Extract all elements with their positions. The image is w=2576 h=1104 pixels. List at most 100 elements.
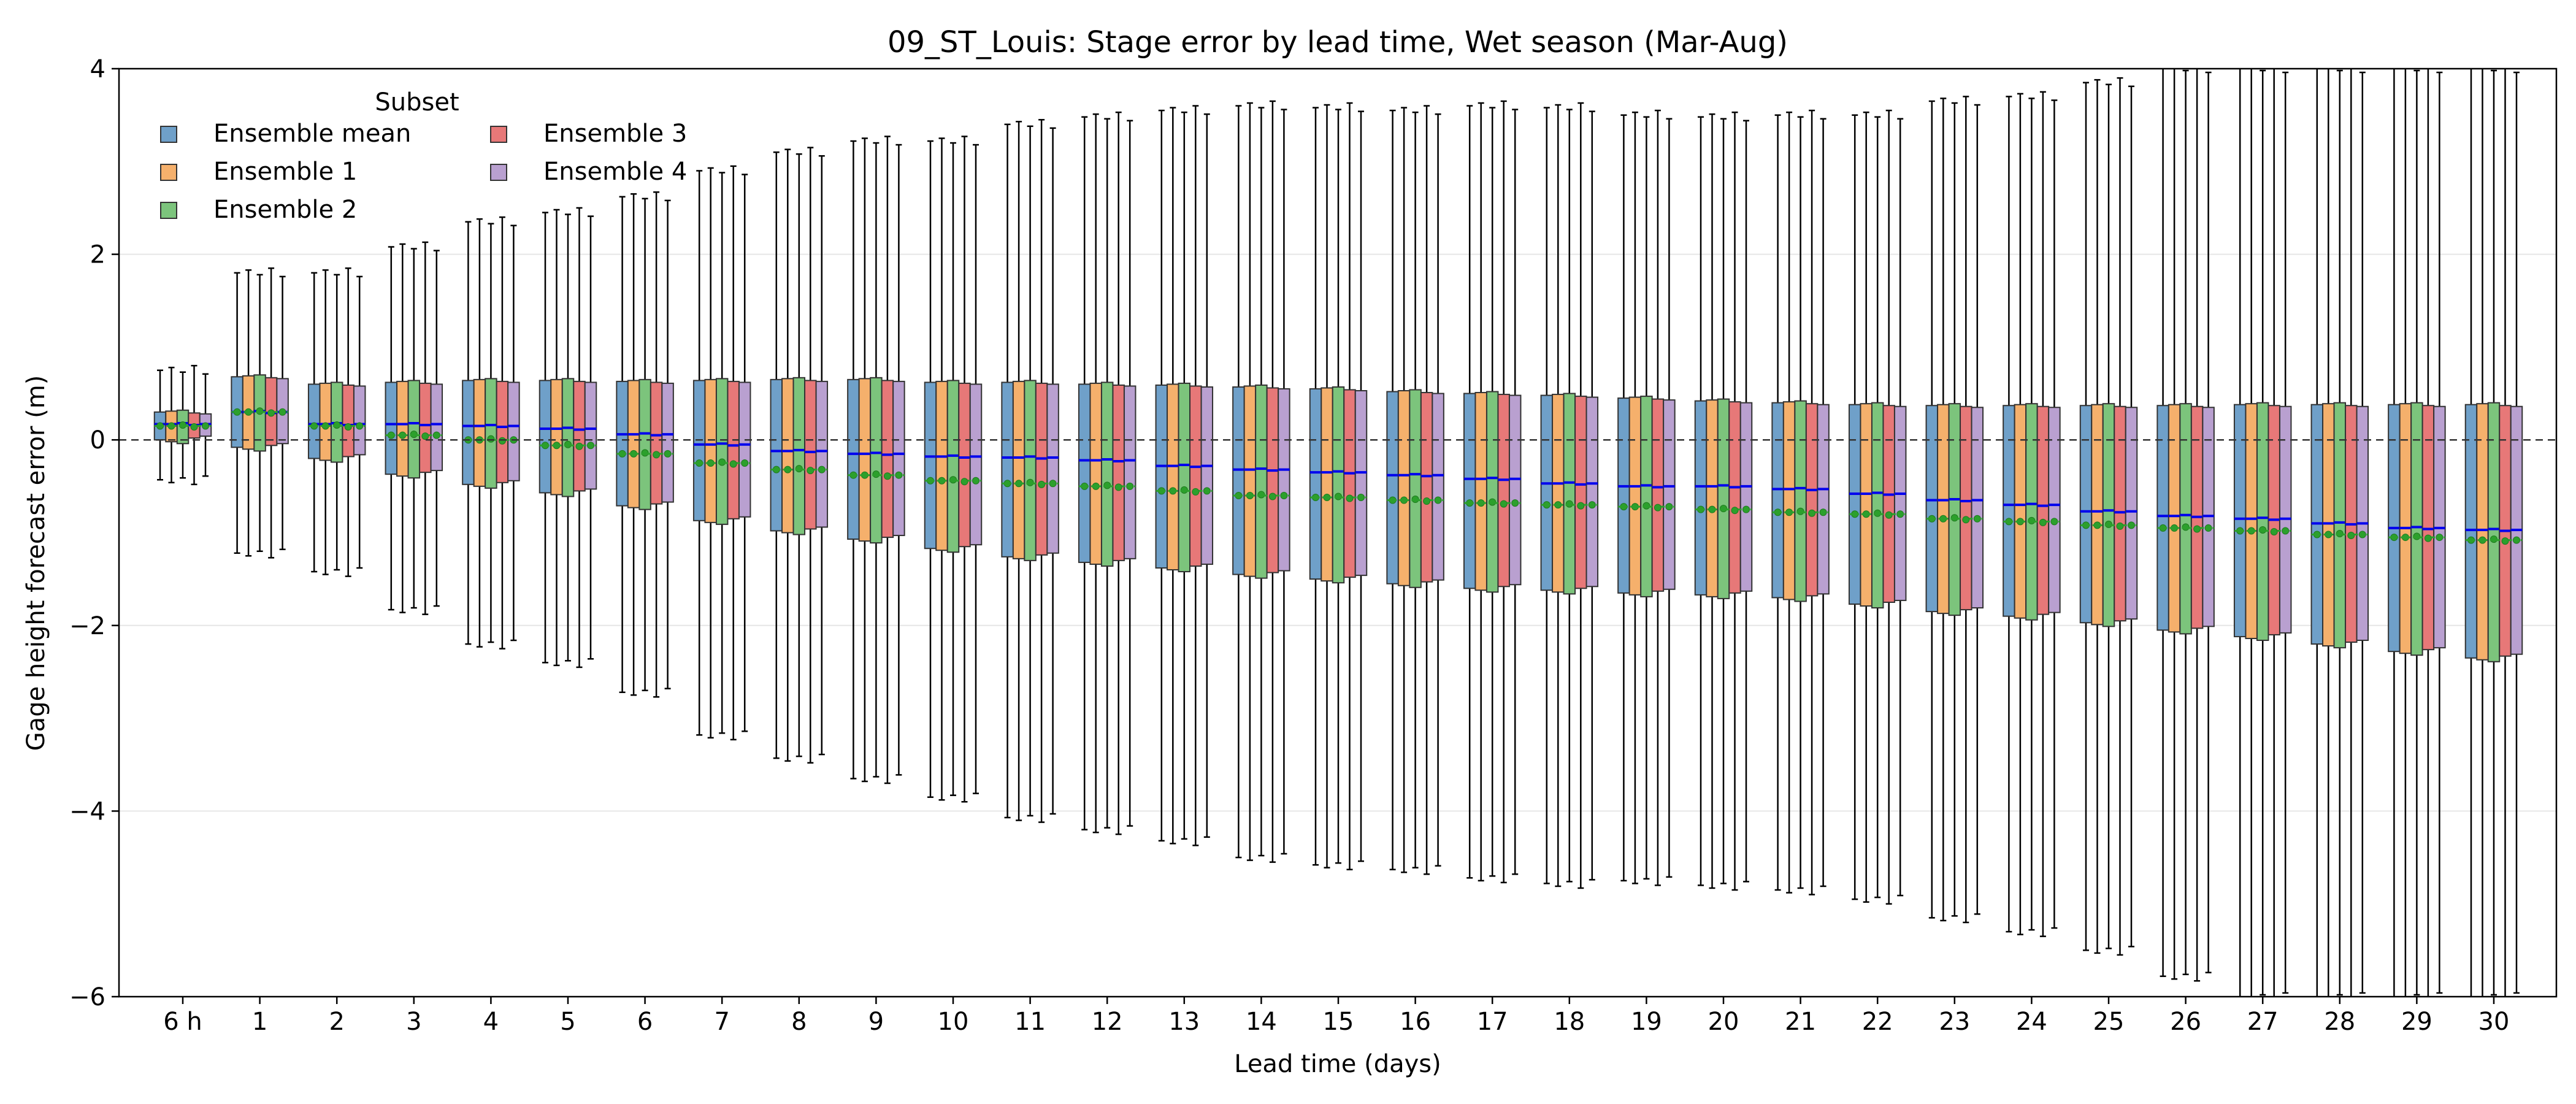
box-ensemble-4	[2125, 407, 2138, 620]
x-tick-label: 10	[938, 1008, 969, 1036]
box-ensemble-4	[738, 381, 751, 518]
box-ensemble-2	[1332, 386, 1345, 584]
box-ensemble-mean	[1771, 402, 1784, 599]
legend-swatch	[160, 164, 177, 181]
box-ensemble-mean	[1925, 405, 1939, 613]
box-ensemble-2	[1563, 393, 1576, 595]
mean-marker	[1808, 509, 1816, 517]
mean-marker	[1038, 480, 1046, 488]
box-ensemble-4	[1354, 390, 1368, 577]
legend-swatch	[160, 126, 177, 143]
box-ensemble-3	[1805, 403, 1819, 597]
mean-marker	[1192, 488, 1200, 496]
box-ensemble-1	[704, 378, 717, 523]
axes-frame	[118, 67, 2558, 998]
legend-label: Ensemble 3	[543, 120, 687, 148]
box-ensemble-1	[781, 378, 794, 534]
mean-marker	[564, 440, 572, 448]
box-ensemble-1	[1474, 392, 1487, 591]
legend-label: Ensemble 4	[543, 158, 687, 186]
box-ensemble-mean	[1463, 393, 1476, 589]
box-ensemble-4	[1046, 383, 1059, 554]
box-ensemble-mean	[1309, 388, 1322, 580]
box-ensemble-3	[2114, 405, 2126, 622]
mean-marker	[1796, 507, 1804, 515]
x-tick-label: 1	[252, 1008, 267, 1036]
box-ensemble-4	[1971, 407, 1984, 609]
mean-marker	[883, 472, 891, 480]
box-ensemble-1	[1860, 403, 1873, 607]
mean-marker	[1346, 494, 1354, 502]
box-ensemble-4	[1585, 396, 1599, 588]
legend-swatch	[490, 126, 507, 143]
box-ensemble-3	[804, 380, 817, 530]
box-ensemble-mean	[770, 378, 783, 532]
box-ensemble-2	[638, 378, 651, 510]
mean-marker	[1268, 493, 1276, 500]
box-ensemble-3	[1189, 385, 1202, 567]
mean-marker	[949, 476, 957, 484]
box-ensemble-2	[2102, 403, 2115, 627]
box-ensemble-mean	[1078, 383, 1091, 563]
y-axis-label: Gage height forecast error (m)	[22, 375, 50, 751]
box-ensemble-2	[946, 380, 960, 553]
x-tick-label: 2	[329, 1008, 344, 1036]
box-ensemble-mean	[1848, 404, 1861, 605]
mean-marker	[1500, 500, 1508, 508]
box-ensemble-1	[396, 380, 409, 477]
legend-label: Ensemble 2	[213, 196, 357, 224]
box-ensemble-1	[1397, 390, 1411, 586]
box-ensemble-4	[2048, 407, 2061, 613]
mean-marker	[641, 449, 649, 457]
mean-marker	[2193, 525, 2201, 533]
box-ensemble-3	[419, 382, 432, 473]
x-tick-label: 5	[560, 1008, 575, 1036]
mean-marker	[2028, 516, 2036, 524]
legend-title: Subset	[375, 88, 459, 117]
box-ensemble-4	[969, 383, 983, 546]
box-ensemble-2	[792, 377, 806, 535]
box-ensemble-1	[1706, 399, 1719, 597]
box-ensemble-1	[2014, 404, 2027, 619]
box-ensemble-2	[715, 378, 729, 525]
mean-marker	[2336, 530, 2344, 538]
box-ensemble-2	[1024, 380, 1037, 561]
box-ensemble-4	[430, 383, 443, 472]
mean-marker	[1411, 496, 1419, 504]
box-ensemble-3	[496, 380, 509, 483]
mean-marker	[795, 465, 803, 473]
box-ensemble-1	[473, 378, 486, 487]
box-ensemble-mean	[924, 381, 937, 550]
x-tick-label: 7	[714, 1008, 729, 1036]
mean-marker	[807, 467, 815, 475]
box-ensemble-2	[1255, 384, 1268, 579]
mean-marker	[421, 432, 429, 440]
mean-marker	[2182, 523, 2190, 531]
box-ensemble-2	[1717, 398, 1730, 599]
box-ensemble-2	[485, 378, 497, 489]
x-tick-label: 27	[2247, 1008, 2279, 1036]
box-ensemble-1	[1243, 385, 1257, 577]
box-ensemble-mean	[847, 378, 860, 540]
legend-swatch	[160, 202, 177, 219]
box-ensemble-mean	[692, 380, 706, 521]
mean-marker	[1885, 511, 1893, 519]
x-tick-label: 19	[1631, 1008, 1662, 1036]
mean-marker	[267, 409, 275, 417]
box-ensemble-2	[1871, 402, 1884, 609]
mean-marker	[190, 423, 198, 431]
mean-marker	[1720, 505, 1727, 513]
plot-area: 6 h 1 2 3 4 5 6 7 8 9 10 11 12 13 14 15 16 17 18 19 20 21 22 23…	[69, 55, 2558, 1036]
mean-marker	[718, 458, 726, 466]
mean-marker	[2259, 526, 2267, 534]
box-ensemble-3	[342, 384, 355, 458]
box-ensemble-mean	[462, 380, 475, 485]
x-tick-label: 13	[1168, 1008, 1200, 1036]
box-ensemble-3	[727, 380, 740, 519]
box-ensemble-4	[584, 381, 597, 490]
x-tick-label: 6 h	[163, 1008, 202, 1036]
box-ensemble-4	[1739, 402, 1753, 592]
box-ensemble-1	[1089, 382, 1102, 565]
box-ensemble-2	[1485, 391, 1499, 593]
y-tick-label: 2	[90, 241, 105, 269]
